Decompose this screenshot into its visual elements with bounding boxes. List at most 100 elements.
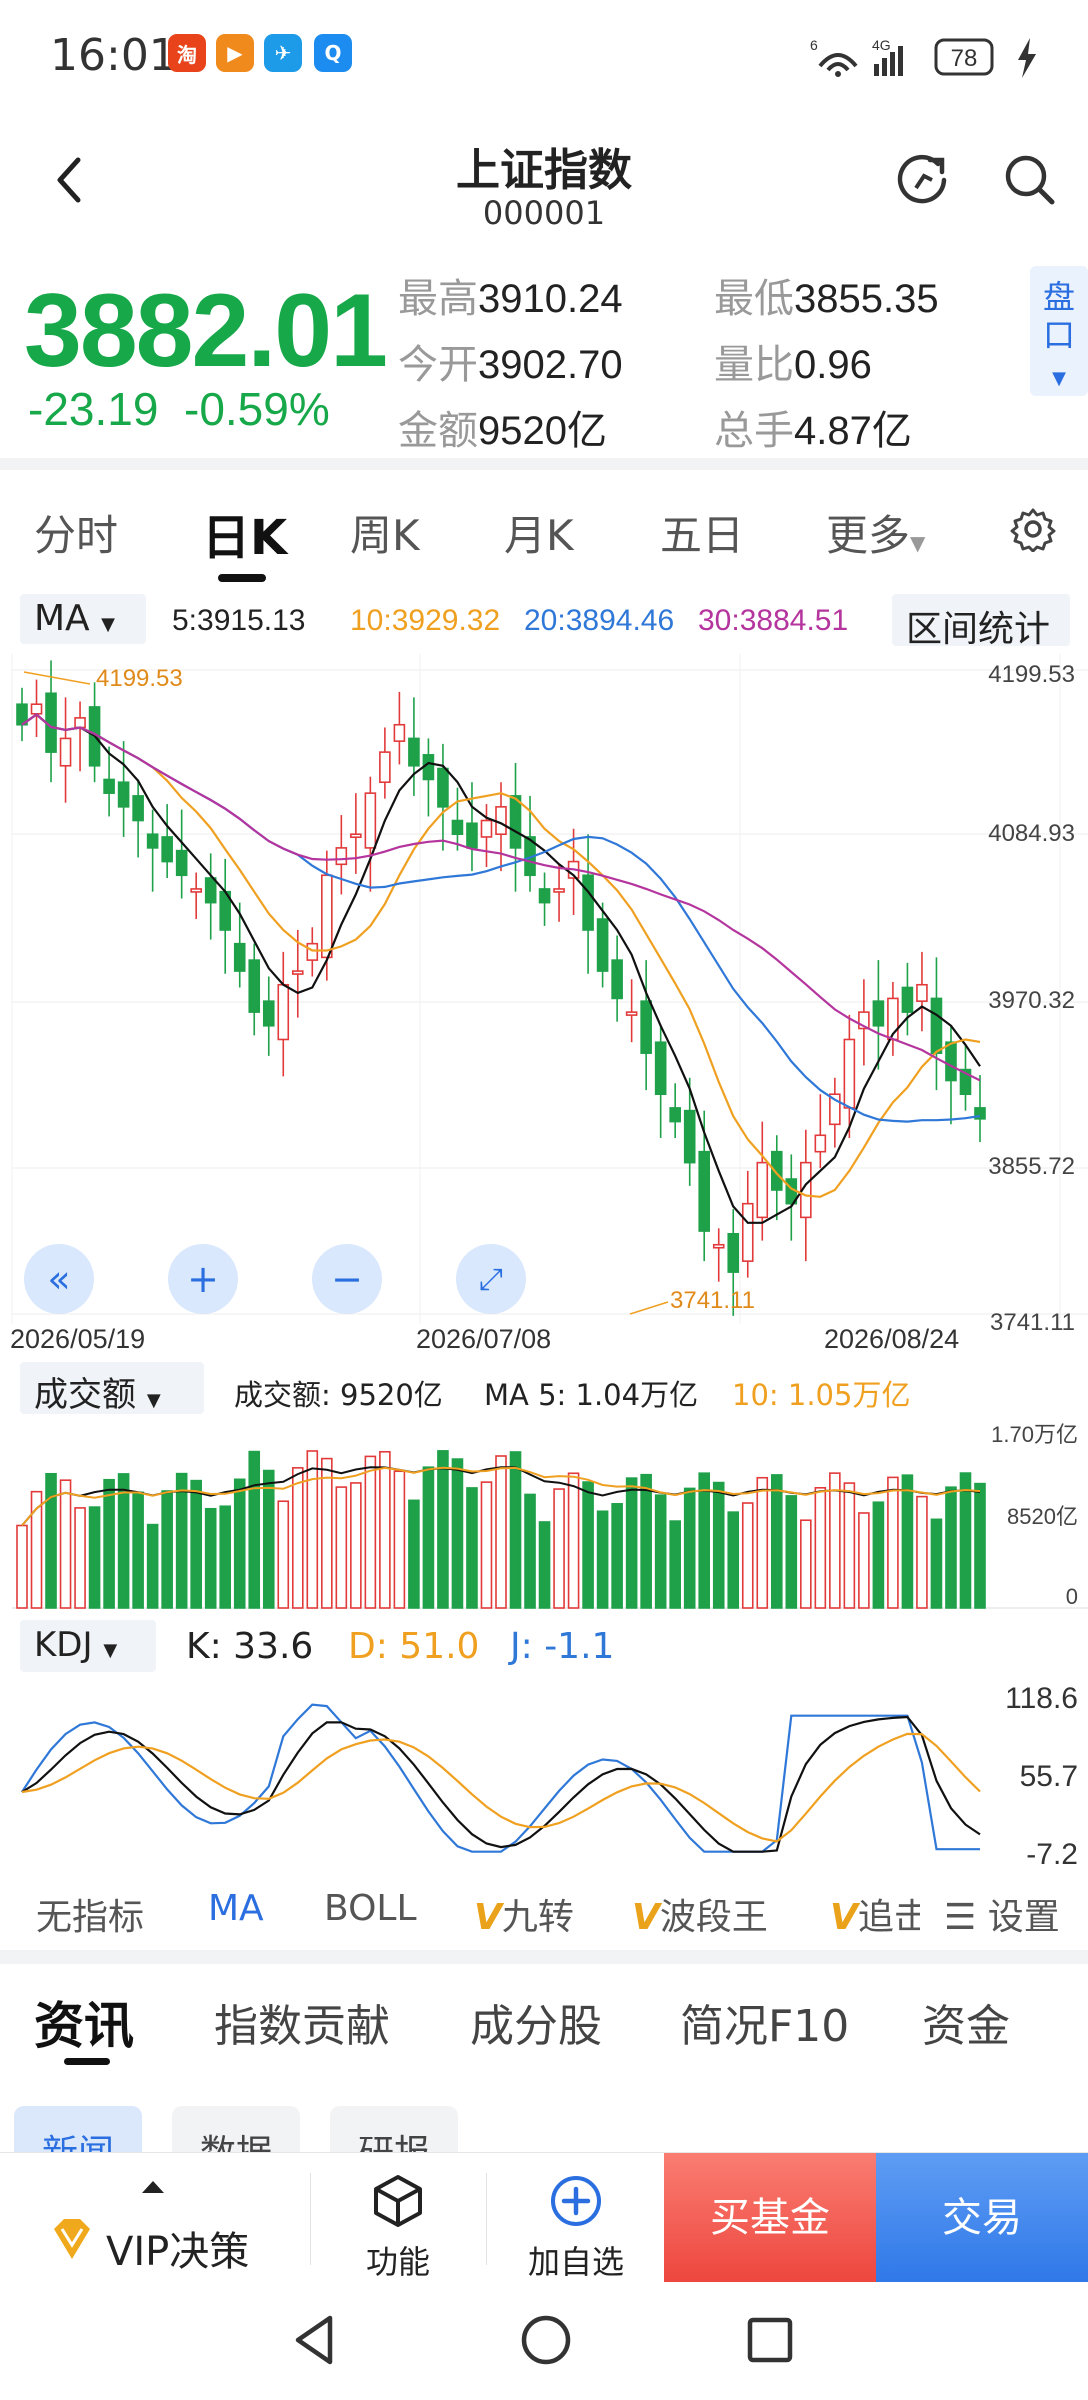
back-icon[interactable] (50, 152, 90, 212)
ma10-value: 10:3929.32 (350, 604, 501, 637)
settings-gear-icon[interactable] (1010, 506, 1056, 552)
pankou-label: 盘口 (1042, 278, 1075, 354)
tab-weekly-k[interactable]: 周K (350, 511, 420, 560)
scroll-left-icon[interactable]: « (24, 1244, 94, 1314)
divider (0, 458, 1088, 470)
news-tab-contribution[interactable]: 指数贡献 (214, 2001, 390, 2052)
network-b-label: 4G (872, 37, 891, 53)
system-nav-bar (0, 2282, 1088, 2400)
ma-selector-arrow-icon: ▼ (101, 614, 115, 635)
taobao-app-icon: 淘 (168, 34, 206, 72)
function-button[interactable]: 功能 (365, 2243, 430, 2281)
vip-v-icon: V (474, 1897, 502, 1938)
zoom-out-icon[interactable]: − (312, 1244, 382, 1314)
chart-tabs: 分时 日K 周K 月K 五日 更多▼ (0, 470, 1088, 582)
vip-decision-button[interactable]: VIP决策 (106, 2229, 250, 2275)
nav-home-icon[interactable] (518, 2312, 574, 2368)
divider (310, 2173, 311, 2265)
nav-back-icon[interactable] (290, 2312, 340, 2368)
kdj-chart[interactable]: 118.6 55.7 -7.2 (0, 1672, 1088, 1870)
vol-y-label-2: 8520亿 (1007, 1504, 1078, 1529)
volume-chart[interactable]: 1.70万亿 8520亿 0 (0, 1418, 1088, 1614)
last-price: 3882.01 (24, 273, 388, 389)
y-label-5: 3741.11 (990, 1309, 1075, 1336)
tab-daily-k[interactable]: 日K (202, 510, 288, 566)
refresh-icon[interactable] (894, 150, 954, 210)
search-app-icon: Q (314, 34, 352, 72)
ind-tab-jiuzhuan-label: 九转 (501, 1897, 574, 1938)
min-marker-line (629, 1301, 669, 1315)
fullscreen-icon[interactable]: ⤢ (456, 1244, 526, 1314)
volume-selector-label: 成交额 (34, 1375, 136, 1415)
volume-ma5: MA 5: 1.04万亿 (484, 1378, 699, 1412)
zoom-in-icon[interactable]: + (168, 1244, 238, 1314)
tab-more[interactable]: 更多▼ (826, 502, 925, 563)
hands-value: 4.87亿 (794, 409, 912, 453)
ma5-value: 5:3915.13 (172, 604, 306, 637)
status-bar: 16:01 淘 ▶ ✈ Q 6 4G 78 (0, 0, 1088, 110)
kline-chart[interactable]: 4199.53 4084.93 3970.32 3855.72 3741.11 … (0, 654, 1088, 1354)
paper-plane-app-icon: ✈ (264, 34, 302, 72)
tab-five-day[interactable]: 五日 (660, 511, 745, 560)
ind-tab-ma[interactable]: MA (208, 1888, 264, 1929)
battery-level: 78 (951, 45, 978, 72)
buy-fund-button[interactable]: 买基金 (664, 2153, 876, 2283)
ma-selector[interactable]: MA ▼ (20, 594, 146, 644)
amount-label: 金额 (398, 408, 478, 454)
date-label-2: 2026/07/08 (416, 1324, 551, 1354)
range-stats-button[interactable]: 区间统计 (892, 594, 1070, 650)
pankou-toggle[interactable]: 盘口 ▼ (1030, 266, 1088, 396)
status-time: 16:01 (50, 30, 177, 81)
ind-tab-boduanwang[interactable]: V波段王 (632, 1888, 768, 1940)
indicator-settings-button[interactable]: ☰ 设置 (936, 1888, 1060, 1940)
kdj-j: J: -1.1 (510, 1626, 615, 1667)
kdj-lines (21, 1703, 981, 1853)
kdj-selector-label: KDJ (34, 1625, 93, 1665)
ind-tab-zhuiji-label: 追击 (857, 1897, 920, 1938)
open-value: 3902.70 (478, 343, 623, 387)
kline-candles (16, 660, 986, 1316)
ma-selector-label: MA (34, 598, 90, 639)
y-label-1: 4199.53 (988, 661, 1075, 688)
add-circle-icon (551, 2176, 601, 2226)
ratio-value: 0.96 (794, 343, 872, 387)
max-marker-line (23, 671, 91, 685)
ind-tab-boll[interactable]: BOLL (324, 1888, 417, 1929)
news-tab-funds[interactable]: 资金 (922, 2001, 1010, 2052)
search-icon[interactable] (1000, 150, 1060, 210)
kdj-y-label-3: -7.2 (1026, 1838, 1078, 1870)
tab-intraday[interactable]: 分时 (34, 511, 119, 560)
tab-more-label: 更多 (826, 511, 911, 560)
kdj-selector-arrow-icon: ▼ (103, 1640, 118, 1661)
ind-tab-jiuzhuan[interactable]: V九转 (474, 1888, 574, 1940)
vol-y-label-1: 1.70万亿 (991, 1422, 1078, 1447)
kdj-d: D: 51.0 (348, 1626, 480, 1667)
low-label: 最低 (714, 276, 794, 322)
volume-ma-lines (21, 1466, 981, 1527)
network-a-label: 6 (810, 37, 818, 53)
news-tab-f10[interactable]: 简况F10 (680, 2001, 850, 2052)
y-label-3: 3970.32 (988, 987, 1075, 1014)
add-watchlist-button[interactable]: 加自选 (527, 2243, 624, 2281)
active-tab-indicator (218, 574, 266, 582)
ind-tab-zhuiji[interactable]: V追击 (830, 1888, 920, 1940)
ind-tab-none[interactable]: 无指标 (36, 1897, 145, 1938)
charging-icon (1018, 38, 1036, 78)
kdj-k: K: 33.6 (186, 1626, 314, 1667)
chevron-up-icon[interactable] (138, 2177, 168, 2197)
header: 上证指数 000001 (0, 110, 1088, 250)
news-tabs: 资讯 指数贡献 成分股 简况F10 资金 (0, 1964, 1088, 2074)
stock-code: 000001 (482, 194, 606, 232)
news-tab-info[interactable]: 资讯 (34, 1997, 134, 2055)
news-tab-constituents[interactable]: 成分股 (470, 2001, 602, 2052)
sliders-icon: ☰ (944, 1897, 977, 1938)
kdj-selector[interactable]: KDJ ▼ (20, 1620, 156, 1672)
ratio-label: 量比 (714, 342, 794, 388)
trade-button[interactable]: 交易 (876, 2153, 1088, 2283)
ma20-value: 20:3894.46 (524, 604, 675, 637)
volume-selector[interactable]: 成交额 ▼ (20, 1362, 204, 1415)
tab-monthly-k[interactable]: 月K (504, 511, 574, 560)
nav-recents-icon[interactable] (744, 2314, 796, 2366)
price-change: -23.19 -0.59% (28, 382, 330, 436)
divider (0, 1950, 1088, 1964)
